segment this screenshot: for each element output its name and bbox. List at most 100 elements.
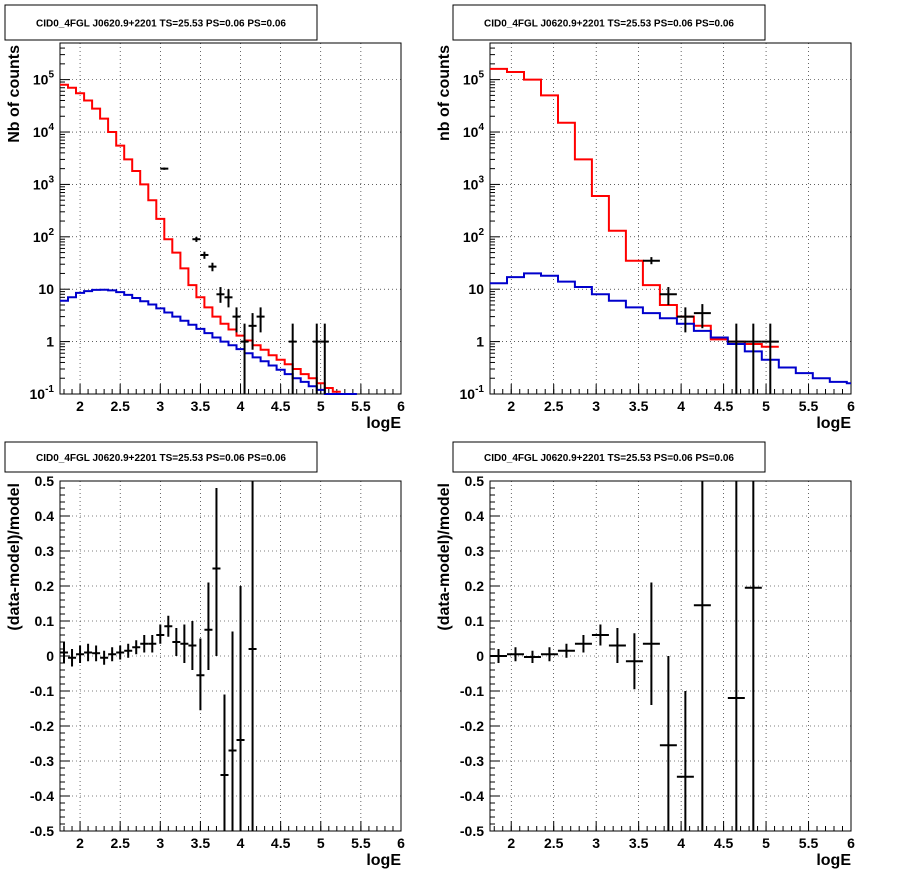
x-tick-label: 6 xyxy=(397,398,405,414)
y-tick-label: 0.4 xyxy=(465,508,485,524)
data-point xyxy=(196,638,205,711)
x-tick-label: 4.5 xyxy=(271,835,291,851)
y-tick-label: 103 xyxy=(33,174,55,192)
data-point xyxy=(76,645,85,663)
y-tick-label: 0.4 xyxy=(35,508,55,524)
data-point xyxy=(172,628,181,656)
x-tick-label: 6 xyxy=(847,835,855,851)
chart-title: CID0_4FGL J0620.9+2201 TS=25.53 PS=0.06 … xyxy=(36,453,286,464)
data-point xyxy=(92,645,101,662)
data-point xyxy=(693,481,711,831)
x-tick-label: 2.5 xyxy=(110,835,130,851)
y-tick-label: 103 xyxy=(463,174,485,192)
x-tick-label: 2.5 xyxy=(110,398,130,414)
data-point xyxy=(642,257,660,265)
data-point xyxy=(727,323,745,394)
y-tick-exponent: 4 xyxy=(48,122,54,133)
y-tick-exponent: -1 xyxy=(475,384,484,395)
data-point xyxy=(160,167,169,170)
data-point xyxy=(132,640,141,655)
x-axis-label: logE xyxy=(816,852,851,869)
data-point xyxy=(84,643,93,662)
y-tick-label: 0.1 xyxy=(35,613,55,629)
data-point xyxy=(490,649,507,663)
data-point xyxy=(744,481,762,831)
y-tick-label: -0.2 xyxy=(30,718,54,734)
y-tick-label: 0.2 xyxy=(465,578,485,594)
y-tick-label: 10 xyxy=(38,281,54,297)
x-tick-label: 4 xyxy=(677,398,685,414)
x-tick-label: 3 xyxy=(156,398,164,414)
x-tick-label: 5 xyxy=(317,835,325,851)
x-tick-label: 2.5 xyxy=(544,398,564,414)
x-tick-label: 3.5 xyxy=(629,398,649,414)
data-point xyxy=(523,650,541,663)
y-tick-label: 102 xyxy=(463,227,485,245)
y-tick-label: 0.1 xyxy=(465,613,485,629)
data-point xyxy=(248,313,257,350)
data-point xyxy=(216,287,225,303)
data-point xyxy=(676,691,694,831)
x-tick-label: 5.5 xyxy=(351,835,371,851)
plot-frame xyxy=(489,42,852,395)
y-tick-exponent: 5 xyxy=(478,70,484,81)
data-point xyxy=(232,307,241,333)
y-tick-label: 105 xyxy=(463,70,485,88)
data-point xyxy=(68,649,77,667)
plot-frame xyxy=(59,42,402,395)
x-tick-label: 5.5 xyxy=(799,398,819,414)
x-tick-label: 4 xyxy=(677,835,685,851)
chart-title: CID0_4FGL J0620.9+2201 TS=25.53 PS=0.06 … xyxy=(484,453,734,464)
x-axis-label: logE xyxy=(816,415,851,432)
title-box xyxy=(452,441,766,473)
data-point xyxy=(240,323,249,394)
y-tick-label: 10-1 xyxy=(460,384,485,402)
y-tick-label: -0.2 xyxy=(460,718,484,734)
y-tick-exponent: -1 xyxy=(45,384,54,395)
y-tick-label: 1 xyxy=(476,334,484,350)
x-axis-label: logE xyxy=(366,415,401,432)
x-tick-label: 3 xyxy=(592,835,600,851)
plot-frame xyxy=(59,480,402,832)
x-tick-label: 6 xyxy=(847,398,855,414)
data-point xyxy=(256,307,265,333)
x-tick-label: 4 xyxy=(237,835,245,851)
y-tick-label: -0.1 xyxy=(460,683,484,699)
x-tick-label: 5 xyxy=(317,398,325,414)
y-tick-label: 104 xyxy=(463,122,485,140)
x-tick-label: 5 xyxy=(762,398,770,414)
data-point xyxy=(642,582,660,705)
data-point xyxy=(180,624,189,663)
data-point xyxy=(116,645,125,660)
y-axis-label: (data-model)/model xyxy=(6,483,23,631)
data-point xyxy=(659,287,677,305)
y-tick-label: 10-1 xyxy=(30,384,55,402)
y-tick-label: 10 xyxy=(468,281,484,297)
x-tick-label: 3 xyxy=(592,398,600,414)
y-tick-label: 0.3 xyxy=(35,543,55,559)
data-point xyxy=(188,621,197,670)
x-tick-label: 6 xyxy=(397,835,405,851)
data-point xyxy=(659,656,677,831)
chart-panel-4: 2 2.5 3 3.5 4 4.5 5 5.5 6 -0.5 -0.4 -0.3 -0.2 -0.1 0 0.… xyxy=(436,441,855,869)
y-tick-label: -0.3 xyxy=(30,753,54,769)
x-tick-label: 2.5 xyxy=(544,835,564,851)
y-tick-label: 102 xyxy=(33,227,55,245)
data-point xyxy=(312,323,321,394)
y-tick-label: 104 xyxy=(33,122,55,140)
title-box xyxy=(4,441,318,473)
y-tick-label: -0.4 xyxy=(30,788,54,804)
y-tick-label: 0 xyxy=(46,648,54,664)
x-tick-label: 4 xyxy=(237,398,245,414)
series-line-2 xyxy=(60,288,357,395)
data-point xyxy=(148,635,157,653)
x-axis-label: logE xyxy=(366,852,401,869)
x-tick-label: 4.5 xyxy=(271,398,291,414)
data-point xyxy=(506,647,524,662)
data-point xyxy=(574,635,592,653)
data-point xyxy=(236,586,245,831)
title-box xyxy=(452,4,766,41)
x-tick-label: 3.5 xyxy=(191,398,211,414)
y-tick-label: 0.3 xyxy=(465,543,485,559)
data-point xyxy=(761,323,779,394)
